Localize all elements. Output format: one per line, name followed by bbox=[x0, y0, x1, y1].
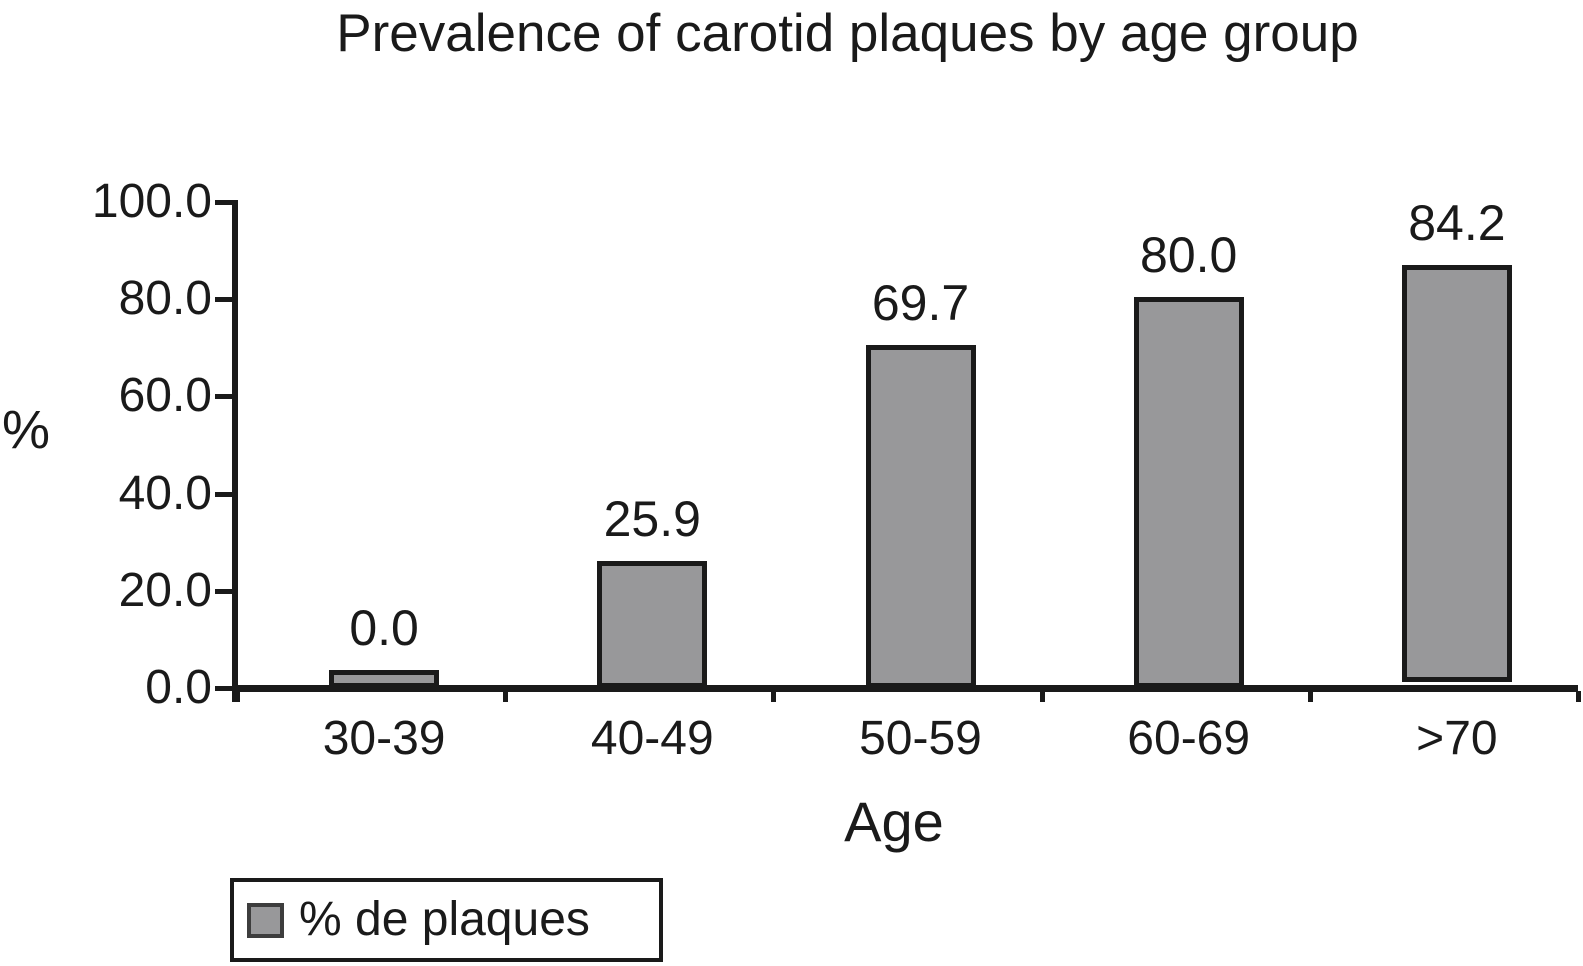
x-axis-line bbox=[232, 685, 1578, 692]
x-tick-mark bbox=[1307, 691, 1313, 702]
y-tick-mark bbox=[215, 394, 232, 400]
x-tick-label: 60-69 bbox=[1127, 712, 1251, 765]
y-tick-label: 40.0 bbox=[118, 466, 212, 520]
legend: % de plaques bbox=[230, 878, 663, 962]
x-tick-label: 40-49 bbox=[590, 712, 714, 765]
y-tick-label: 0.0 bbox=[145, 661, 212, 714]
y-axis-label: % bbox=[2, 400, 51, 460]
bar-40-49 bbox=[597, 561, 708, 688]
x-tick-mark bbox=[771, 691, 777, 702]
y-tick-label: 20.0 bbox=[118, 563, 212, 617]
bar-value-label: 80.0 bbox=[1140, 227, 1238, 284]
bar-value-label: 25.9 bbox=[603, 491, 701, 548]
bar-30-39 bbox=[329, 670, 440, 688]
y-tick-mark bbox=[215, 686, 232, 691]
x-tick-mark bbox=[503, 691, 509, 702]
x-tick-mark bbox=[1576, 691, 1581, 702]
y-tick-mark bbox=[215, 491, 232, 497]
x-tick-label: >70 bbox=[1416, 712, 1498, 765]
y-axis-line bbox=[232, 200, 238, 702]
x-tick-mark bbox=[235, 691, 240, 702]
bar->70 bbox=[1401, 265, 1512, 683]
bar-60-69 bbox=[1133, 297, 1244, 688]
y-tick-mark bbox=[215, 297, 232, 303]
bar-value-label: 84.2 bbox=[1408, 195, 1506, 252]
x-tick-label: 30-39 bbox=[322, 712, 446, 765]
x-tick-mark bbox=[1039, 691, 1045, 702]
y-tick-label: 100.0 bbox=[91, 175, 212, 228]
x-axis-title: Age bbox=[844, 790, 944, 853]
bar-50-59 bbox=[865, 344, 976, 688]
bar-value-label: 0.0 bbox=[349, 600, 419, 657]
chart-title: Prevalence of carotid plaques by age gro… bbox=[336, 4, 1359, 63]
y-tick-label: 60.0 bbox=[118, 369, 212, 423]
x-tick-label: 50-59 bbox=[859, 712, 982, 765]
legend-label: % de plaques bbox=[299, 893, 590, 946]
y-tick-label: 80.0 bbox=[118, 272, 212, 326]
y-tick-mark bbox=[215, 200, 232, 205]
y-tick-mark bbox=[215, 588, 232, 594]
bar-value-label: 69.7 bbox=[871, 274, 970, 331]
legend-swatch-icon bbox=[247, 902, 284, 938]
